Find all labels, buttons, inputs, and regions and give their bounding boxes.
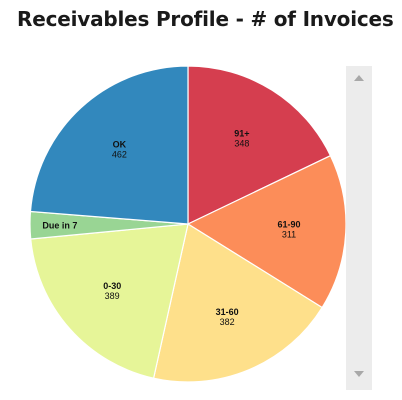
pie-value-91plus: 348	[234, 138, 249, 148]
pie-slice-ok[interactable]	[29, 65, 189, 225]
scroll-up-button[interactable]	[346, 68, 372, 88]
pie-label-91plus: 91+	[234, 128, 249, 138]
pie-value-0-30: 389	[105, 291, 120, 301]
scroll-up-arrow-icon	[354, 75, 364, 81]
scroll-down-arrow-icon	[354, 371, 364, 377]
pie-value-31-60: 382	[220, 317, 235, 327]
pie-slice-31-60[interactable]	[152, 223, 323, 383]
pie-label-0-30: 0-30	[103, 281, 121, 291]
pie-slice-91plus[interactable]	[187, 65, 332, 225]
scroll-down-button[interactable]	[346, 364, 372, 384]
pie-slice-0-30[interactable]	[30, 223, 189, 379]
chart-title: Receivables Profile - # of Invoices	[17, 7, 394, 31]
pie-label-ok: OK	[113, 140, 127, 150]
pie-slices	[29, 65, 347, 383]
pie-label-due-in-7: Due in 7	[42, 220, 77, 230]
pie-value-61-90: 311	[282, 230, 296, 240]
vertical-scrollbar[interactable]	[346, 66, 372, 390]
pie-label-31-60: 31-60	[216, 307, 239, 317]
pie-slice-61-90[interactable]	[186, 154, 347, 309]
pie-label-61-90: 61-90	[277, 220, 300, 230]
pie-value-ok: 462	[112, 150, 127, 160]
